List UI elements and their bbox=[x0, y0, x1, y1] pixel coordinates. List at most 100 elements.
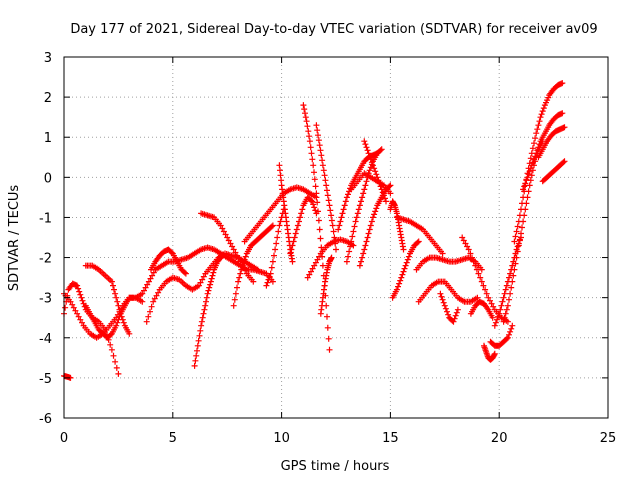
data-point bbox=[343, 194, 350, 201]
data-point bbox=[287, 250, 294, 257]
data-point bbox=[310, 201, 317, 208]
data-point bbox=[371, 165, 378, 172]
data-point bbox=[528, 172, 535, 179]
data-point bbox=[198, 318, 205, 325]
data-point bbox=[506, 296, 512, 303]
data-point bbox=[353, 214, 360, 221]
data-point bbox=[310, 162, 317, 169]
data-point bbox=[208, 275, 215, 282]
data-point bbox=[365, 230, 372, 237]
data-point bbox=[200, 310, 207, 317]
data-point bbox=[113, 294, 120, 301]
data-point bbox=[525, 171, 532, 178]
data-point bbox=[139, 290, 146, 297]
data-point bbox=[536, 118, 543, 125]
data-point bbox=[515, 218, 522, 225]
data-point bbox=[328, 212, 335, 219]
data-point bbox=[513, 228, 520, 235]
data-point bbox=[254, 266, 261, 273]
data-point bbox=[492, 319, 499, 326]
data-point bbox=[403, 259, 410, 266]
data-point bbox=[373, 205, 380, 212]
data-point bbox=[148, 303, 155, 310]
data-point bbox=[536, 141, 543, 148]
data-point bbox=[110, 282, 116, 289]
data-point bbox=[311, 169, 317, 176]
data-point bbox=[360, 250, 367, 257]
data-point bbox=[113, 322, 120, 329]
data-point bbox=[266, 273, 273, 280]
data-point bbox=[453, 309, 460, 316]
data-point bbox=[364, 147, 371, 154]
data-point bbox=[467, 250, 474, 257]
data-point bbox=[324, 187, 330, 194]
data-point bbox=[396, 280, 403, 287]
data-point bbox=[395, 283, 401, 290]
data-point bbox=[450, 318, 457, 325]
data-point bbox=[502, 310, 509, 317]
data-point bbox=[264, 279, 271, 286]
grid-layer bbox=[64, 57, 608, 418]
data-point bbox=[377, 183, 384, 190]
data-point bbox=[475, 270, 482, 277]
data-point bbox=[311, 204, 318, 211]
data-point bbox=[111, 286, 117, 293]
data-point bbox=[318, 152, 325, 159]
data-point bbox=[522, 180, 529, 187]
data-point bbox=[108, 278, 115, 285]
data-point bbox=[114, 298, 121, 305]
data-point bbox=[312, 183, 319, 190]
data-point bbox=[322, 177, 329, 184]
data-point bbox=[193, 352, 200, 359]
data-point bbox=[397, 277, 404, 284]
data-point bbox=[356, 262, 363, 269]
data-point bbox=[376, 180, 383, 187]
data-point bbox=[402, 262, 409, 269]
data-point bbox=[387, 182, 394, 189]
data-point bbox=[309, 198, 316, 205]
data-point bbox=[393, 286, 400, 293]
data-point bbox=[235, 278, 242, 285]
data-point bbox=[370, 162, 376, 169]
data-point bbox=[354, 210, 361, 217]
data-point bbox=[377, 147, 384, 154]
data-point bbox=[120, 319, 127, 326]
x-tick-label: 15 bbox=[382, 431, 399, 446]
data-point bbox=[234, 284, 240, 291]
data-points bbox=[61, 80, 568, 381]
data-point bbox=[442, 305, 449, 312]
data-point bbox=[352, 218, 359, 225]
data-point bbox=[364, 234, 371, 241]
data-point bbox=[472, 262, 479, 269]
data-point bbox=[473, 266, 480, 273]
y-tick-label: 3 bbox=[44, 51, 52, 66]
data-point bbox=[373, 171, 380, 178]
data-point bbox=[317, 235, 324, 242]
data-point bbox=[314, 199, 321, 206]
data-point bbox=[529, 145, 536, 152]
data-point bbox=[494, 316, 500, 323]
data-point bbox=[269, 278, 276, 285]
data-point bbox=[372, 208, 379, 215]
data-point bbox=[194, 347, 200, 354]
data-point bbox=[314, 127, 321, 134]
data-point bbox=[506, 331, 512, 338]
data-point bbox=[308, 197, 314, 204]
data-point bbox=[323, 182, 330, 189]
data-point bbox=[534, 126, 541, 133]
data-point bbox=[271, 252, 277, 259]
data-point bbox=[506, 274, 512, 281]
data-point bbox=[302, 114, 309, 121]
data-point bbox=[205, 287, 212, 294]
data-point bbox=[386, 183, 393, 190]
data-point bbox=[315, 208, 321, 215]
data-point bbox=[337, 218, 344, 225]
data-point bbox=[363, 238, 370, 245]
data-point bbox=[168, 249, 175, 256]
data-point bbox=[401, 265, 408, 272]
data-point bbox=[399, 271, 406, 278]
data-point bbox=[454, 306, 461, 313]
data-point bbox=[79, 297, 86, 304]
data-point bbox=[480, 282, 487, 289]
data-point bbox=[509, 322, 516, 329]
